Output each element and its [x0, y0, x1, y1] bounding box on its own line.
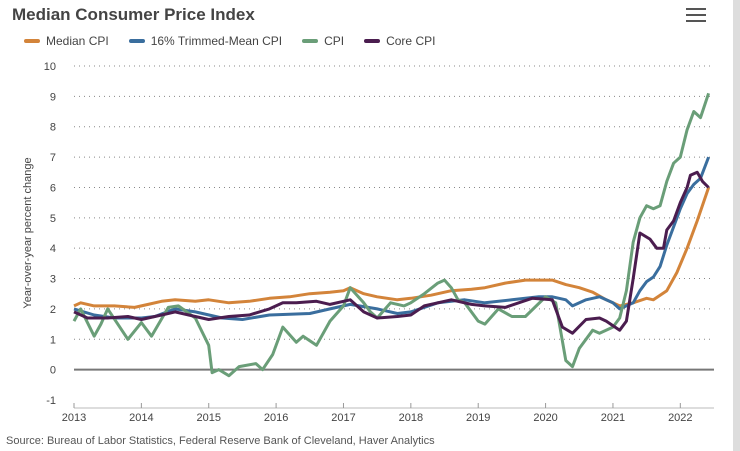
hamburger-menu-icon[interactable] — [686, 8, 706, 24]
legend-swatch — [24, 39, 40, 43]
y-tick-label: 9 — [50, 91, 56, 103]
y-axis-label: Year-over-year percent change — [22, 157, 34, 308]
legend-label: 16% Trimmed-Mean CPI — [150, 34, 283, 48]
chart-title: Median Consumer Price Index — [12, 5, 255, 24]
y-tick-label: 2 — [50, 304, 56, 316]
x-tick-label: 2020 — [533, 412, 557, 424]
series-line-core-cpi — [73, 170, 710, 335]
y-tick-label: 1 — [50, 334, 56, 346]
x-tick-label: 2022 — [668, 412, 692, 424]
legend-label: Core CPI — [386, 34, 436, 48]
x-tick-label: 2018 — [399, 412, 423, 424]
y-tick-label: 3 — [50, 274, 56, 286]
legend-swatch — [364, 39, 381, 43]
y-tick-label: 4 — [50, 243, 56, 255]
y-tick-label: 7 — [50, 152, 56, 164]
legend-label: Median CPI — [46, 34, 109, 48]
legend-item[interactable]: 16% Trimmed-Mean CPI — [128, 34, 283, 48]
legend-swatch — [302, 39, 319, 43]
x-tick-label: 2021 — [601, 412, 625, 424]
scrollbar[interactable] — [733, 0, 740, 451]
legend-item[interactable]: CPI — [302, 34, 344, 48]
y-tick-label: 6 — [50, 182, 56, 194]
series-line-16-trimmed-mean-cpi — [73, 156, 711, 321]
y-tick-label: 5 — [50, 213, 56, 225]
x-tick-label: 2013 — [62, 412, 86, 424]
source-note: Source: Bureau of Labor Statistics, Fede… — [6, 435, 435, 447]
series-line-median-cpi — [73, 187, 711, 309]
legend: Median CPI 16% Trimmed-Mean CPI CPI Core CP… — [24, 34, 435, 48]
series-line-cpi — [72, 92, 711, 378]
legend-item[interactable]: Median CPI — [24, 34, 109, 48]
x-tick-label: 2017 — [331, 412, 355, 424]
legend-item[interactable]: Core CPI — [364, 34, 435, 48]
x-tick-label: 2015 — [196, 412, 220, 424]
x-tick-label: 2019 — [466, 412, 490, 424]
y-tick-label: 0 — [50, 365, 56, 377]
x-tick-label: 2014 — [129, 412, 153, 424]
y-tick-label: 8 — [50, 122, 56, 134]
legend-label: CPI — [324, 34, 345, 48]
legend-swatch — [128, 39, 145, 43]
y-tick-label: 10 — [44, 61, 56, 73]
y-tick-label: -1 — [46, 395, 56, 407]
x-tick-label: 2016 — [264, 412, 288, 424]
